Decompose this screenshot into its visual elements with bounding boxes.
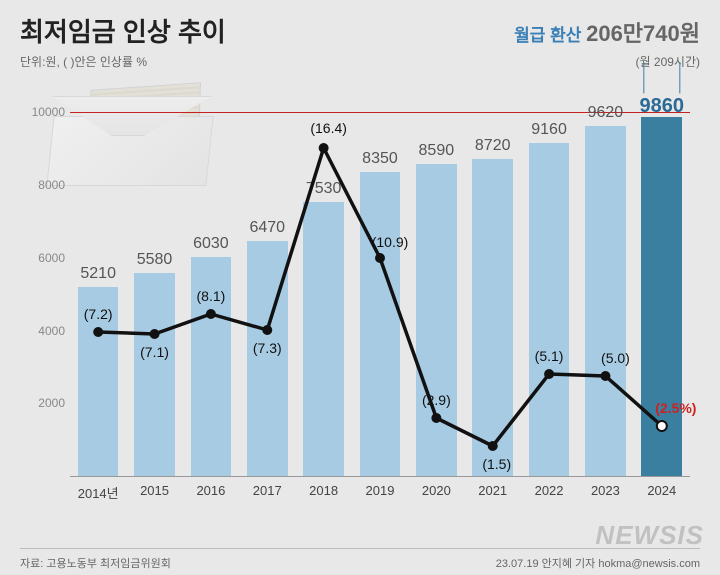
hours-text: (월 209시간) — [636, 53, 700, 70]
footer: 자료: 고용노동부 최저임금위원회 23.07.19 안지혜 기자 hokma@… — [20, 548, 700, 571]
increase-label: (7.3) — [253, 340, 282, 356]
x-label: 2020 — [408, 477, 464, 516]
x-label: 2018 — [295, 477, 351, 516]
source-text: 자료: 고용노동부 최저임금위원회 — [20, 555, 171, 571]
increase-label: (5.1) — [535, 348, 564, 364]
y-tick: 6000 — [25, 251, 65, 265]
x-label: 2023 — [577, 477, 633, 516]
conversion-value: 206만740원 — [586, 21, 700, 46]
x-label: 2017 — [239, 477, 295, 516]
increase-label: (5.0) — [601, 350, 630, 366]
x-label: 2015 — [126, 477, 182, 516]
x-label: 2016 — [183, 477, 239, 516]
increase-label: (16.4) — [310, 120, 347, 136]
y-tick: 4000 — [25, 324, 65, 338]
y-tick: 8000 — [25, 178, 65, 192]
increase-label: (2.5%) — [655, 400, 696, 416]
x-label: 2021 — [465, 477, 521, 516]
watermark: NEWSIS — [595, 520, 704, 551]
x-label: 2022 — [521, 477, 577, 516]
increase-label: (2.9) — [422, 392, 451, 408]
increase-line — [70, 76, 690, 476]
x-label: 2014년 — [70, 477, 126, 516]
chart-area: 2000400060008000100005210558060306470753… — [20, 76, 700, 516]
increase-label: (10.9) — [372, 234, 409, 250]
credit-text: 23.07.19 안지혜 기자 hokma@newsis.com — [496, 555, 700, 571]
increase-label: (8.1) — [197, 288, 226, 304]
chart-title: 최저임금 인상 추이 — [20, 12, 226, 49]
conversion-info: 월급 환산 206만740원 — [514, 16, 700, 48]
x-label: 2019 — [352, 477, 408, 516]
increase-label: (7.1) — [140, 344, 169, 360]
plot-region: 2000400060008000100005210558060306470753… — [70, 76, 690, 476]
unit-text: 단위:원, ( )안은 인상률 % — [20, 53, 147, 70]
increase-label: (7.2) — [84, 306, 113, 322]
increase-label: (1.5) — [482, 456, 511, 472]
y-tick: 10000 — [25, 105, 65, 119]
y-tick: 2000 — [25, 396, 65, 410]
x-label: 2024 — [634, 477, 690, 516]
x-axis: 2014년20152016201720182019202020212022202… — [70, 476, 690, 516]
conversion-label: 월급 환산 — [514, 26, 581, 45]
